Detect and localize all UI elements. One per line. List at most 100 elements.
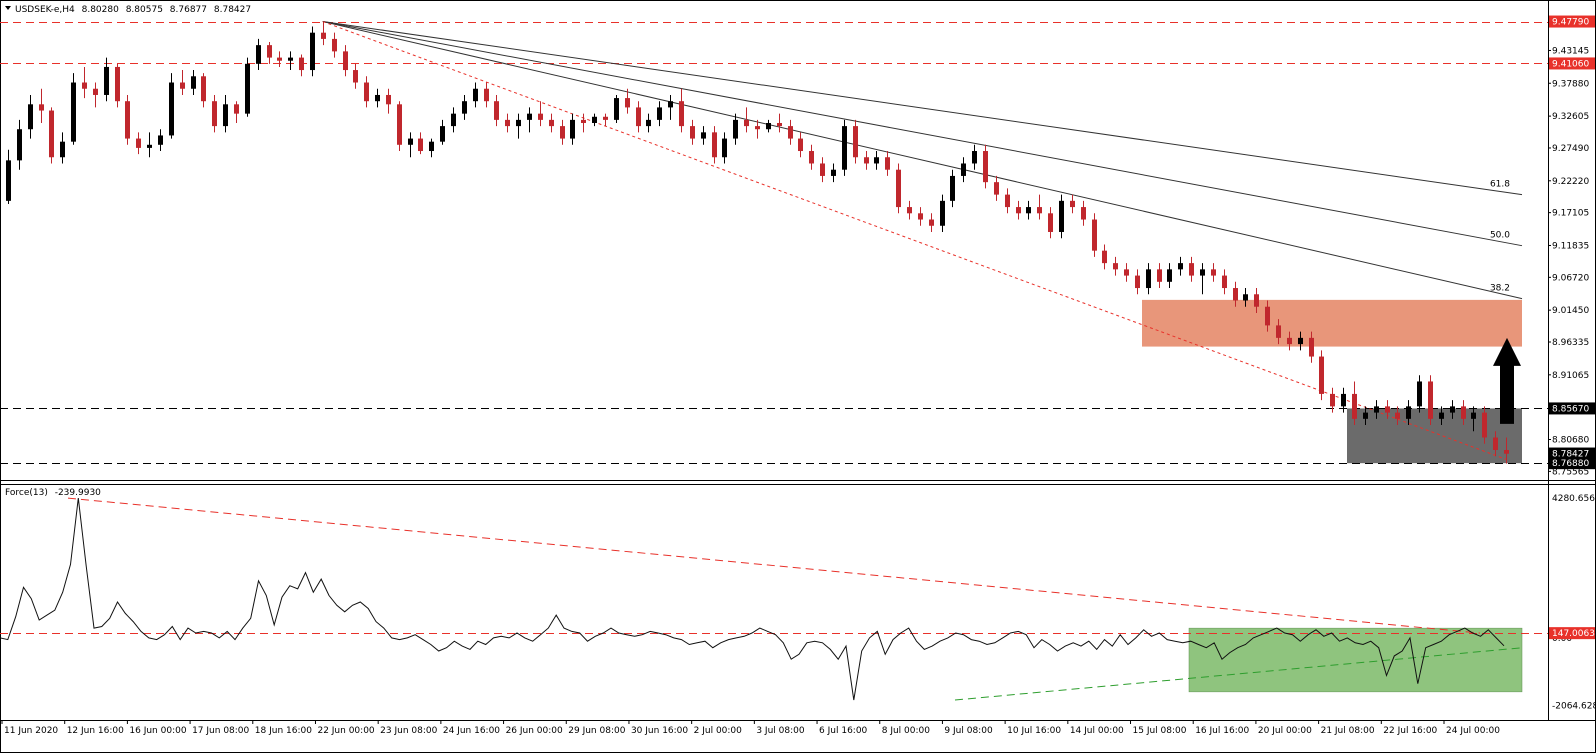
candle xyxy=(625,88,630,114)
time-tick-20: 20 Jul 00:00 xyxy=(1258,726,1312,736)
time-tick-3: 17 Jun 08:00 xyxy=(192,726,249,736)
price-tick-8: 9.01450 xyxy=(1552,306,1589,316)
candle xyxy=(1178,256,1183,276)
force-red-trend xyxy=(67,497,1481,634)
candle xyxy=(1222,269,1227,295)
force-indicator-name: Force(13) xyxy=(5,488,48,498)
level-tag-9.47790-bg xyxy=(1549,15,1595,28)
price-tick-1: 9.37880 xyxy=(1552,79,1589,89)
candle xyxy=(733,113,738,145)
force-green-trend xyxy=(954,647,1523,701)
price-zones xyxy=(1142,299,1522,464)
price-tick-12: 8.75565 xyxy=(1552,467,1589,477)
force-tick-2: -2064.628 xyxy=(1552,701,1596,711)
low-value: 8.76877 xyxy=(170,5,207,15)
force-zones xyxy=(1188,627,1523,693)
price-tick-3: 9.27490 xyxy=(1552,144,1589,154)
candle xyxy=(516,113,521,139)
candle xyxy=(82,66,87,99)
level-tag-9.41060-bg xyxy=(1549,57,1595,70)
candle xyxy=(115,63,120,108)
candle xyxy=(712,126,717,164)
candle xyxy=(560,119,565,145)
candle xyxy=(343,45,348,77)
candle xyxy=(755,119,760,139)
force-indicator-value: -239.9930 xyxy=(55,488,101,498)
candle xyxy=(93,82,98,108)
candle xyxy=(614,94,619,123)
candle xyxy=(1167,263,1172,289)
candle xyxy=(212,94,217,133)
candle xyxy=(1330,387,1335,413)
candle xyxy=(1504,437,1509,464)
time-tick-6: 23 Jun 08:00 xyxy=(380,726,437,736)
candle xyxy=(744,107,749,133)
candle xyxy=(1005,188,1010,214)
fan-label-61.8: 61.8 xyxy=(1490,180,1510,190)
candle xyxy=(1482,406,1487,444)
candles xyxy=(6,21,1509,464)
level-tag-9.41060: 9.41060 xyxy=(1552,59,1589,69)
candle xyxy=(701,126,706,145)
time-tick-10: 30 Jun 16:00 xyxy=(631,726,688,736)
fan-label-50.0: 50.0 xyxy=(1490,231,1510,241)
candle xyxy=(1081,200,1086,226)
candle xyxy=(1026,200,1031,220)
candle xyxy=(1048,207,1053,239)
candle xyxy=(885,151,890,176)
candle xyxy=(766,119,771,133)
candle xyxy=(147,132,152,158)
price-tick-2: 9.32605 xyxy=(1552,112,1589,122)
candle xyxy=(1243,288,1248,307)
candle xyxy=(1461,400,1466,426)
collapse-triangle-icon[interactable] xyxy=(5,6,11,10)
candle xyxy=(636,101,641,133)
candle xyxy=(657,101,662,127)
price-tick-9: 8.96335 xyxy=(1552,338,1589,348)
fibonacci-fan: 61.8 50.0 38.2 xyxy=(322,21,1523,460)
candle xyxy=(972,144,977,170)
price-tick-10: 8.91065 xyxy=(1552,371,1589,381)
candle xyxy=(277,51,282,67)
chart-overlays xyxy=(1493,337,1521,424)
time-tick-13: 6 Jul 16:00 xyxy=(819,726,868,736)
open-value: 8.80280 xyxy=(82,5,119,15)
candle xyxy=(1385,400,1390,419)
candle xyxy=(397,101,402,152)
time-tick-1: 12 Jun 16:00 xyxy=(67,726,124,736)
candle xyxy=(679,88,684,133)
candle xyxy=(484,82,489,108)
current-price-tag: 8.78427 xyxy=(1552,450,1589,460)
candle xyxy=(1276,319,1281,345)
candle xyxy=(386,88,391,114)
candle xyxy=(994,175,999,201)
price-tick-11: 8.80680 xyxy=(1552,436,1589,446)
time-tick-16: 10 Jul 16:00 xyxy=(1007,726,1061,736)
price-tick-4: 9.22220 xyxy=(1552,177,1589,187)
fan-line-61.8 xyxy=(322,21,1523,196)
candle xyxy=(1352,381,1357,426)
candle xyxy=(440,119,445,145)
level-tag-8.85670-bg xyxy=(1549,402,1595,415)
candle xyxy=(104,57,109,102)
candle xyxy=(549,113,554,133)
chart-header: USDSEK-e,H4 8.80280 8.80575 8.76877 8.78… xyxy=(5,5,251,15)
candle xyxy=(777,113,782,133)
candle xyxy=(191,70,196,95)
candle xyxy=(918,207,923,226)
candle xyxy=(798,132,803,158)
candle xyxy=(6,149,11,204)
candle xyxy=(668,94,673,120)
candle xyxy=(1113,256,1118,276)
candle xyxy=(180,70,185,95)
time-tick-18: 15 Jul 08:00 xyxy=(1133,726,1187,736)
time-tick-17: 14 Jul 00:00 xyxy=(1070,726,1124,736)
candle xyxy=(603,113,608,127)
time-tick-8: 26 Jun 00:00 xyxy=(506,726,563,736)
candle xyxy=(1265,300,1270,332)
candle xyxy=(364,76,369,108)
level-tag-8.76880-bg xyxy=(1549,457,1595,470)
price-tick-7: 9.06720 xyxy=(1552,273,1589,283)
